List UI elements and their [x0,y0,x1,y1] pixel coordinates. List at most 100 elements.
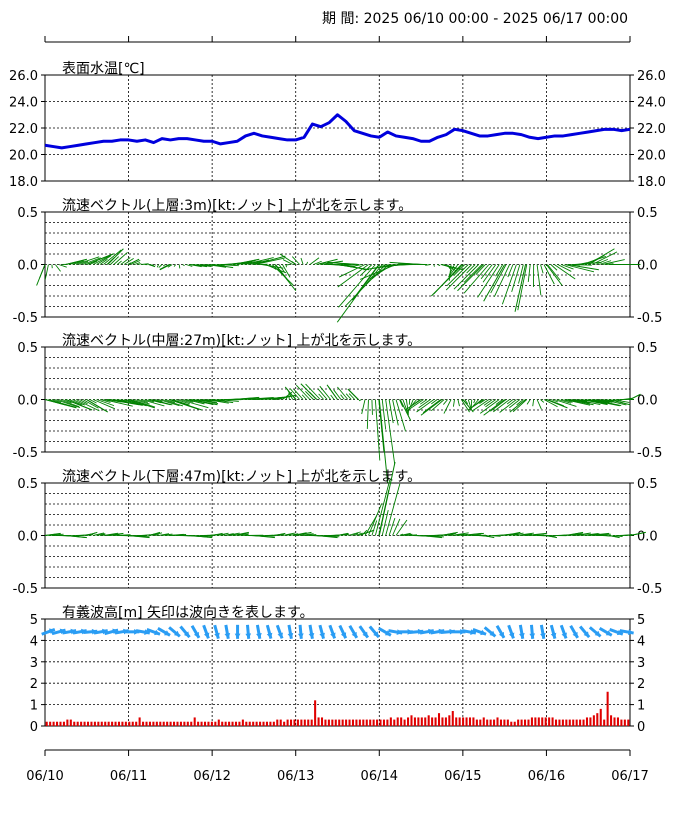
current-vector [333,389,342,400]
current-vector [518,264,524,284]
current-vector [299,533,314,536]
wave-height-bar [372,719,375,726]
wave-height-bar [537,717,540,726]
current-vector [507,264,514,278]
wave-height-bar [45,721,48,726]
current-vector [261,264,284,269]
x-tick-label: 06/16 [528,769,565,784]
current-vector-key [191,535,213,539]
current-vector [446,264,469,287]
current-vector-key [326,261,359,265]
wave-direction-arrowhead [561,632,567,639]
current-vector [182,399,194,403]
wave-height-bar [517,719,520,726]
current-vector [578,534,585,536]
x-tick-label: 06/10 [26,769,63,784]
current-vector-key [326,384,338,400]
current-vector [293,388,304,400]
wave-height-bar [568,719,571,726]
current-vector-key [441,531,458,536]
wave-height-bar [527,719,530,726]
wave-height-bar [252,721,255,726]
current-vector-key [483,535,495,539]
current-vector [173,264,177,267]
wave-height-bar [403,719,406,726]
y-tick-label-right: 26.0 [637,69,666,84]
current-vector-key [212,264,234,269]
current-vector [199,399,218,404]
current-vector [99,258,108,265]
wave-height-bar [49,721,52,726]
wave-height-bar [396,717,399,726]
wave-height-bar [613,717,616,726]
current-vector-key [44,532,61,536]
current-vector [295,384,311,400]
wave-height-bar [104,721,107,726]
wave-height-bar [114,721,117,726]
current-vector [554,264,576,280]
y-tick-label-right: -0.5 [637,582,662,597]
current-vector-key [149,264,155,268]
current-vector-key [587,248,615,265]
wave-height-bar [90,721,93,726]
current-vector [516,399,524,406]
current-vector-key [316,535,338,539]
wave-height-bar [345,719,348,726]
current-vector [305,390,314,400]
current-vector [103,532,119,536]
bottom-time-axis: 06/10 06/11 06/12 06/13 06/14 06/15 06/16 06/17 [26,749,649,784]
wave-height-bar [300,719,303,726]
current-vector [519,533,532,536]
y-tick-label-left: 3 [30,656,38,671]
current-vector [540,399,545,403]
wave-height-bar [265,721,268,726]
wave-height-bar [489,719,492,726]
wave-height-bar [541,717,544,726]
current-vector [89,399,97,404]
wave-height-bar [620,719,623,726]
current-vector [75,399,100,412]
wave-height-bar [286,719,289,726]
current-vector [527,264,531,282]
wave-height-bar [231,721,234,726]
current-vector [158,264,163,268]
current-vector [448,264,455,276]
current-vector [48,533,64,536]
wave-height-bar [320,717,324,726]
current-vector [467,399,472,409]
wave-height-panel: 5 5 4 4 3 3 2 2 1 1 0 0 有義波高[m] 矢印は波向きを表します。 [30,604,646,735]
current-vector [167,264,173,268]
current-vector-key [107,399,140,406]
wave-direction-arrowhead [164,630,171,636]
wave-height-bar [482,717,485,726]
wave-height-bar [341,719,344,726]
current-vector [116,260,122,265]
wave-height-bar [214,721,217,726]
current-vector [392,399,399,426]
current-vector-key [65,399,93,411]
wave-height-bar [124,721,127,726]
panel-title: 流速ベクトル(上層:3m)[kt:ノット] 上が北を示します。 [62,198,412,214]
current-vector [199,264,213,267]
wave-height-bar [479,719,482,726]
wave-height-bar [269,721,272,726]
y-tick-label-left: 0.0 [17,394,38,409]
wave-direction-arrowhead [498,631,505,638]
wave-direction-arrowhead [351,631,357,638]
wave-height-bar [434,717,437,726]
current-vector-key [567,264,599,271]
wave-direction-arrowhead [102,628,108,635]
current-vector-key [509,399,526,413]
current-vector-key [457,264,485,292]
current-vector [557,264,572,272]
current-vector [368,503,383,536]
wave-height-bar [610,715,613,726]
wave-direction-arrowhead [480,629,487,636]
wave-height-bar [472,717,475,726]
current-vector [99,399,111,403]
current-vector [598,399,613,403]
y-tick-label-right: 0.5 [637,341,658,356]
wave-height-bar [107,721,110,726]
current-vector [282,259,293,265]
current-vector [227,532,240,536]
